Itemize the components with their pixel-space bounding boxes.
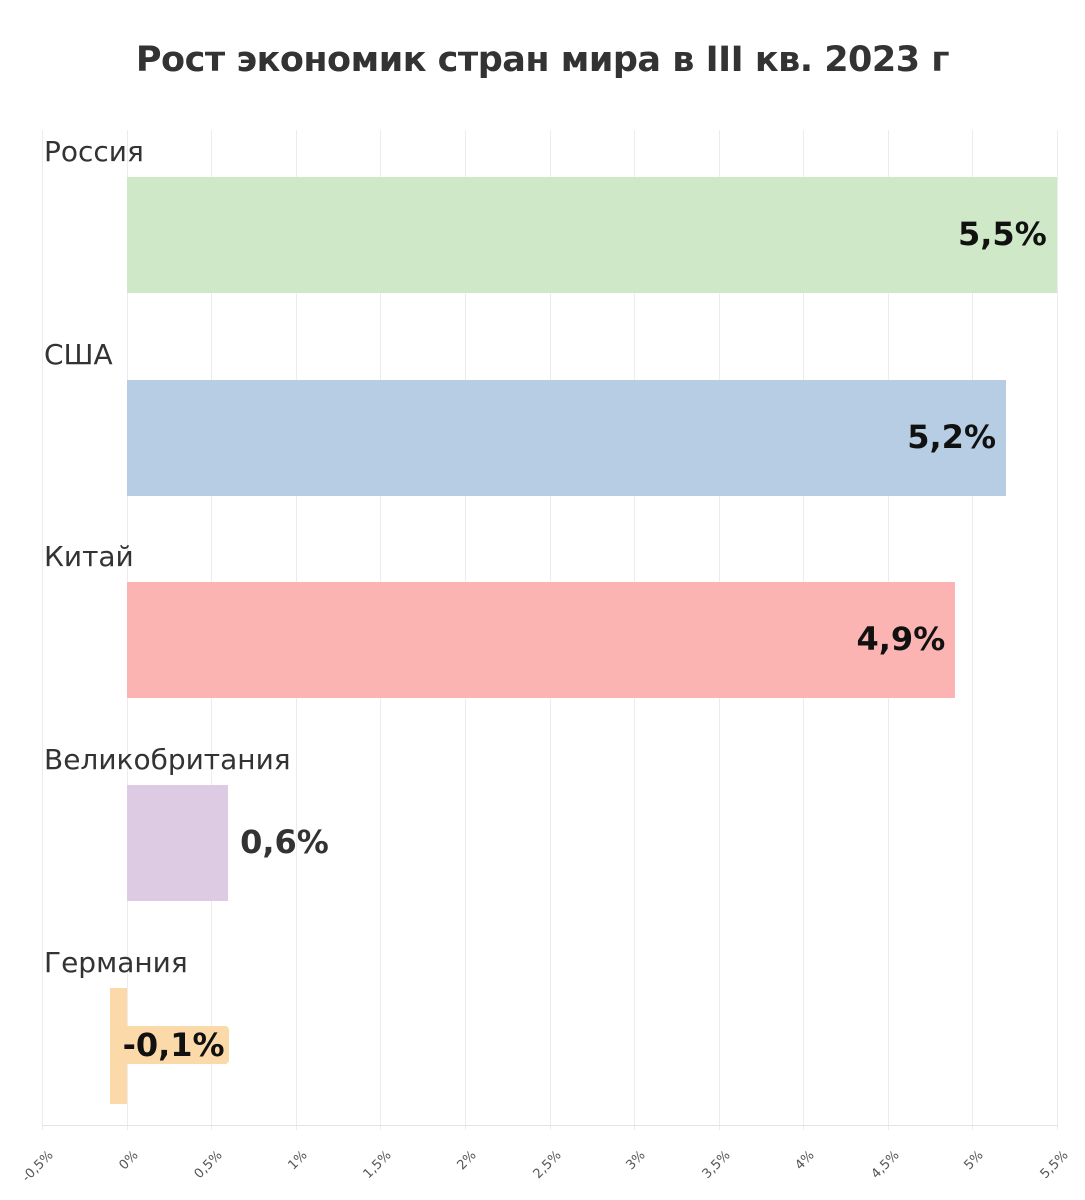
value-label: 4,9% — [856, 620, 946, 658]
grid-line — [42, 130, 43, 1130]
bar — [126, 785, 229, 901]
x-tick-label: 2% — [454, 1148, 480, 1174]
bar — [126, 582, 956, 698]
x-tick-label: 5,5% — [1037, 1148, 1072, 1182]
category-label: Китай — [44, 540, 134, 573]
x-tick-label: -0,5% — [19, 1148, 57, 1186]
x-tick-label: 3,5% — [699, 1148, 734, 1182]
category-label: Россия — [44, 135, 144, 168]
value-label: 0,6% — [240, 823, 329, 861]
x-tick-label: 0% — [116, 1148, 142, 1174]
category-label: Великобритания — [44, 743, 291, 776]
x-tick-label: 0,5% — [191, 1148, 226, 1182]
bar — [126, 177, 1057, 293]
x-axis-line — [42, 1125, 1058, 1126]
value-label: 5,5% — [958, 215, 1047, 253]
bar — [126, 380, 1007, 496]
category-label: США — [44, 338, 113, 371]
x-tick-label: 3% — [623, 1148, 649, 1174]
x-tick-label: 4,5% — [868, 1148, 903, 1182]
x-tick-label: 1% — [285, 1148, 311, 1174]
grid-line — [972, 130, 973, 1130]
x-tick-label: 1,5% — [360, 1148, 395, 1182]
category-label: Германия — [44, 946, 188, 979]
bar — [109, 988, 127, 1104]
x-tick-label: 2,5% — [530, 1148, 565, 1182]
value-label: -0,1% — [118, 1026, 229, 1064]
x-tick-label: 5% — [961, 1148, 987, 1174]
value-label: 5,2% — [907, 418, 996, 456]
chart-title: Рост экономик стран мира в III кв. 2023 … — [135, 40, 950, 80]
grid-line — [1057, 130, 1058, 1130]
x-tick-label: 4% — [792, 1148, 818, 1174]
